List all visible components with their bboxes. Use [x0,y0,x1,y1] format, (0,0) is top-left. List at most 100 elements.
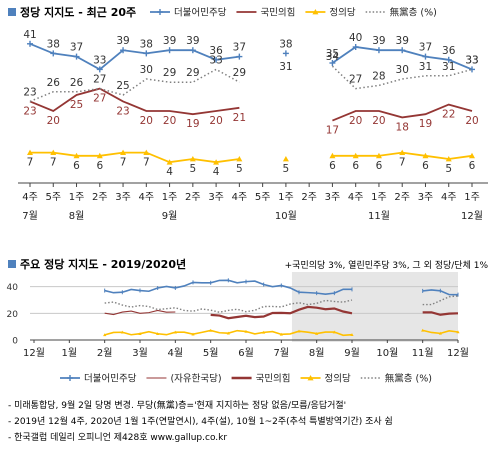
legend-label: 국민의힘 [260,8,295,19]
data-point [262,330,266,334]
data-label: 38 [47,38,60,50]
data-point [120,47,127,54]
data-point [375,152,382,159]
data-label: 39 [116,35,129,47]
month-label: 12월 [461,210,483,222]
month-label: 8월 [309,347,325,359]
series2-4 [104,295,459,313]
data-label: 4 [166,166,173,178]
data-label: 6 [73,160,80,172]
data-label: 23 [23,105,36,117]
data-label: 23 [23,86,36,98]
week-label: 1주 [69,192,85,203]
data-point [282,156,289,162]
series-line [104,309,176,316]
month-label: 10월 [376,347,398,359]
data-point [96,66,103,73]
legend-label: 정의당 [325,374,351,385]
data-point [50,50,57,57]
data-point [279,332,283,336]
data-point [213,56,220,63]
data-label: 41 [23,29,36,41]
data-label: 7 [143,157,150,169]
data-label: 39 [163,35,176,47]
data-point [191,332,195,336]
legend-marker [312,9,319,15]
data-label: 27 [93,93,106,105]
data-label: 7 [50,157,57,169]
data-label: 6 [352,160,359,172]
series-line [422,295,459,306]
month-label: 10월 [275,210,297,222]
data-label: 6 [469,160,476,172]
week-label: 2주 [185,192,201,203]
recent-20-weeks-shade [291,272,458,342]
data-label: 20 [349,115,362,127]
chart2-title: 주요 정당 지지도 - 2019/2020년 [20,257,186,271]
data-label: 36 [442,45,456,57]
legend-label: 국민의힘 [256,374,291,385]
data-point [297,329,301,333]
data-point [138,332,142,335]
week-label: 4주 [22,192,38,203]
data-point [282,50,289,57]
week-label: 3주 [325,192,341,203]
data-point [469,152,475,159]
data-point [244,329,248,333]
data-label: 5 [189,163,196,175]
data-label: 29 [186,67,199,79]
y-tick-label: 0 [12,337,18,347]
data-label: 6 [422,160,429,172]
data-label: 17 [326,125,339,137]
data-label: 27 [93,74,106,86]
month-label: 3월 [132,347,148,359]
legend-marker [307,375,314,381]
month-label: 11월 [412,347,434,359]
week-label: 5주 [45,192,61,203]
data-point [156,332,160,336]
month-label: 7월 [274,347,290,359]
week-label: 4주 [441,192,457,203]
data-label: 6 [376,160,383,172]
data-label: 6 [96,160,103,172]
data-point [27,40,33,47]
series-line [422,311,459,316]
data-point [166,159,173,165]
data-label: 29 [163,67,176,79]
week-label: 1주 [464,192,480,203]
legend-item-3: 無黨층 (%) [365,7,437,19]
data-point [236,53,243,60]
data-point [189,47,196,54]
week-label: 3주 [208,192,224,203]
series2-2 [210,305,459,320]
data-point [422,53,429,60]
data-label: 20 [209,115,222,127]
data-point [456,330,460,334]
week-label: 3주 [115,192,131,203]
legend-label: 더불어민주당 [84,374,137,385]
data-point [399,47,406,54]
data-label: 19 [419,118,432,130]
data-label: 33 [465,54,478,66]
data-label: 23 [116,105,129,117]
data-label: 37 [419,42,432,54]
chart2-legend: 더불어민주당 (자유한국당) 국민의힘 정의당 無黨층 (%) [60,373,432,385]
y-tick-label: 40 [7,283,19,293]
chart1-title: 정당 지지도 - 최근 20주 [20,5,136,19]
month-label: 4월 [168,347,184,359]
series-1: 23 20 25 27 23 20 20 19 20 21 17 20 20 18 19 22 20 [23,87,479,137]
legend-item-3: 정의당 [300,374,351,385]
title-bullet-1 [8,8,16,16]
month-label: 12월 [23,347,45,359]
month-label: 9월 [162,210,178,222]
chart1-legend: 더불어민주당 국민의힘 정의당 無黨층 (%) [150,7,437,19]
series-line [210,305,353,320]
week-label: 3주 [418,192,434,203]
data-point [399,149,406,155]
data-label: 26 [70,77,84,89]
data-point [73,53,80,60]
data-label: 26 [47,77,61,89]
series2-1 [104,309,176,316]
data-label: 25 [70,99,83,111]
